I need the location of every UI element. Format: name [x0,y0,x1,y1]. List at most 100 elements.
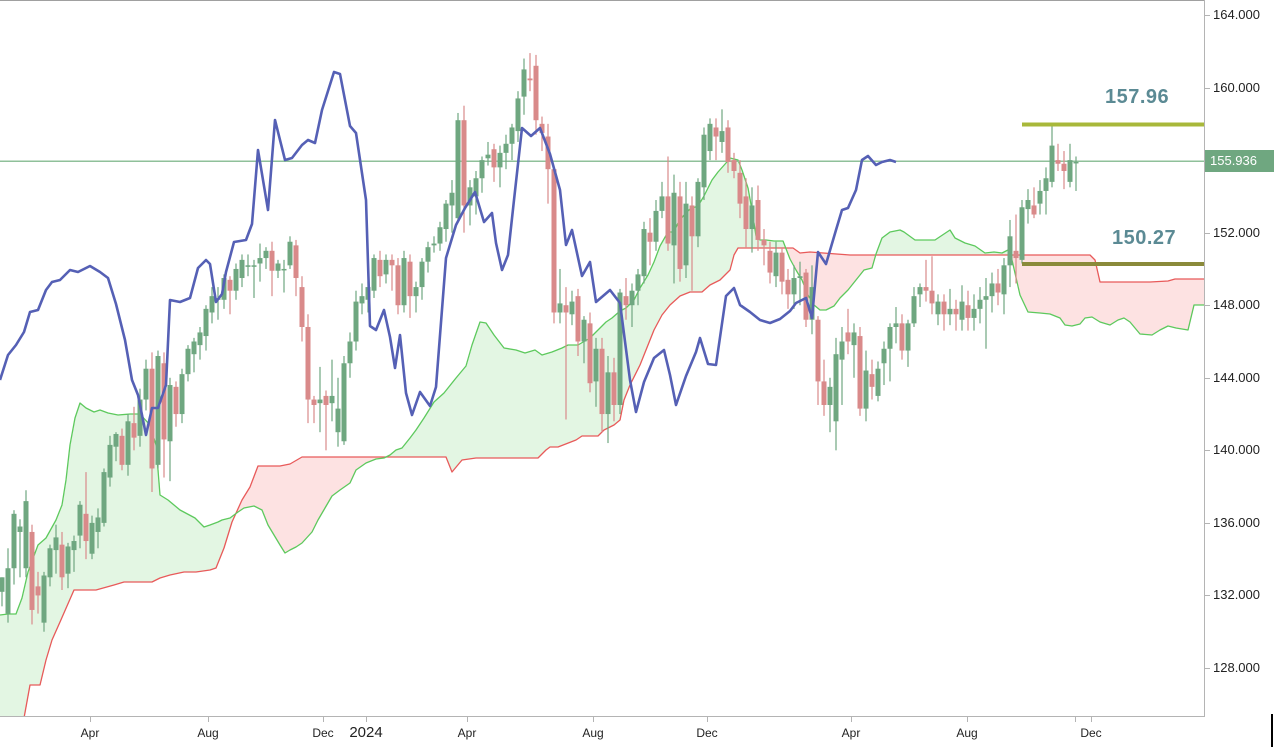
candle-down [743,178,749,248]
plot-svg [0,53,1204,716]
candle-down [563,287,569,420]
candle-down [941,294,947,331]
candle-up [881,341,887,386]
x-axis-tick [851,717,852,722]
y-axis-tick [1205,15,1210,16]
candle-up [653,200,659,251]
candle-up [275,259,281,279]
candle-up [455,112,461,222]
candle-down [713,118,719,161]
candle-up [557,268,563,324]
candle-up [431,236,437,253]
candle-down [929,256,935,315]
candle-down [587,312,593,393]
candle-up [827,377,833,433]
candle-up [125,414,131,476]
candle-up [1067,143,1073,188]
x-axis-tick [208,717,209,722]
senkou-span-b-line [23,247,1204,716]
candle-down [227,276,233,315]
candle-up [41,571,47,632]
candle-down [737,160,743,219]
candle-up [185,345,191,382]
candle-down [953,299,959,331]
candle-down [395,258,401,315]
candle-up [89,515,95,560]
candle-down [725,120,731,173]
candle-up [257,243,263,282]
candle-up [251,259,257,298]
candle-up [467,180,473,226]
candle-up [659,181,665,219]
candle-down [785,268,791,309]
y-axis-tick [1205,232,1210,234]
candle-down [35,571,41,614]
candle-up [875,361,881,402]
candle-up [911,287,917,327]
candle-up [281,259,287,293]
current-price-badge: 155.936 [1205,150,1274,173]
candle-down [1013,214,1019,284]
candle-up [239,254,245,288]
y-axis-label: 148.000 [1213,297,1260,313]
candle-up [47,544,53,587]
candle-up [437,221,443,251]
candle-up [413,281,419,313]
x-axis-month-label: Aug [582,726,604,740]
candle-up [977,287,983,324]
candle-up [449,180,455,233]
x-axis-month-label: Dec [1080,726,1102,740]
y-axis-label: 152.000 [1213,224,1260,240]
candle-up [905,319,911,367]
candle-up [515,91,521,142]
candle-up [887,323,893,382]
candle-down [761,229,767,266]
candle-up [113,432,119,462]
candle-up [65,542,71,589]
candle-down [551,167,557,324]
candle-down [299,276,305,342]
candle-up [497,145,503,188]
candle-up [509,123,515,161]
candle-down [527,53,533,92]
candle-up [209,287,215,324]
candle-up [53,524,59,574]
candle-up [263,247,269,269]
candle-down [815,316,821,405]
candle-up [695,178,701,248]
candle-down [149,352,155,493]
candle-down [647,218,653,266]
y-axis-label: 144.000 [1213,369,1260,385]
candle-up [179,368,185,424]
plot-area[interactable] [0,0,1205,717]
candle-up [701,127,707,201]
x-axis-month-label: Dec [312,726,334,740]
candle-down [857,326,863,416]
candle-up [707,118,713,161]
x-axis-year-label: 2024 [349,724,383,741]
candle-up [641,221,647,284]
candle-up [215,287,221,320]
candle-down [767,241,773,284]
candle-up [359,283,365,315]
candle-up [95,508,101,549]
candle-down [845,308,851,355]
candle-down [311,395,317,424]
candle-down [161,352,167,478]
candle-down [545,123,551,204]
candle-up [983,278,989,349]
candle-down [305,314,311,424]
x-axis-month-label: Aug [956,726,978,740]
candle-up [335,377,341,447]
candle-up [629,283,635,327]
window-edge-marker [1271,714,1273,747]
candle-up [167,377,173,482]
candle-up [479,156,485,193]
candle-up [0,577,5,607]
candle-up [287,236,293,269]
candle-up [1001,258,1007,315]
candle-up [569,290,575,326]
candle-up [77,501,83,549]
y-axis-label: 140.000 [1213,442,1260,458]
